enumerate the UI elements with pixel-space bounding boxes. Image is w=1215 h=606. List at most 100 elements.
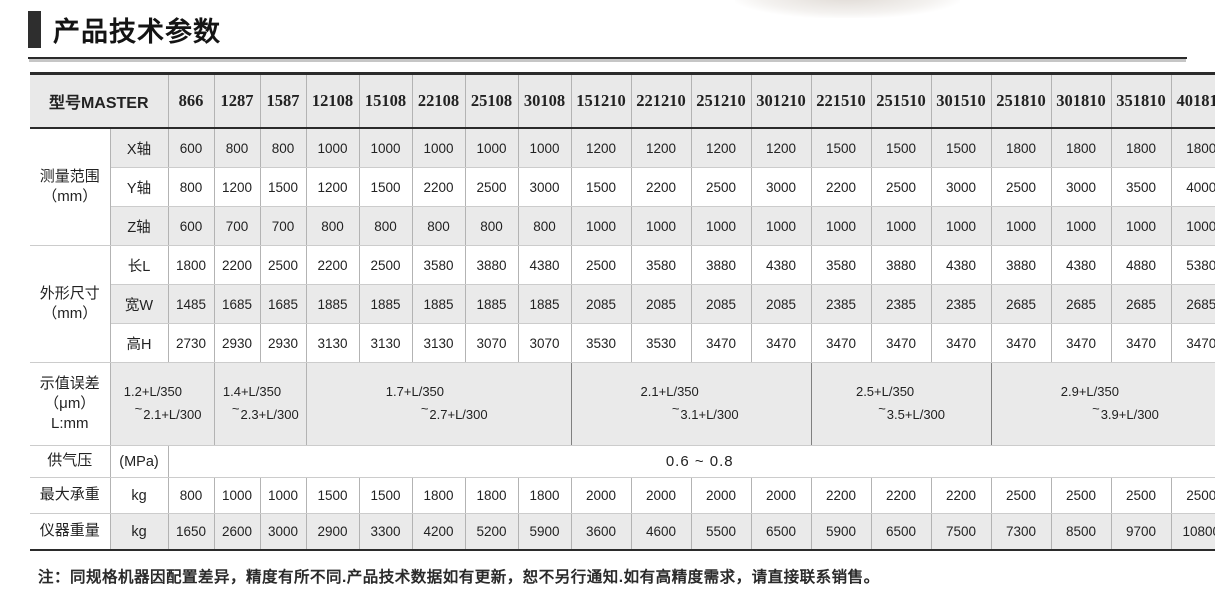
spec-cell: 800 [358, 206, 413, 246]
spec-cell: 1000 [1110, 206, 1172, 246]
spec-cell: 7500 [930, 513, 992, 551]
spec-cell: 3470 [1050, 323, 1112, 363]
spec-cell: 2200 [810, 167, 872, 207]
spec-cell: 4600 [630, 513, 692, 551]
spec-cell: 3880 [690, 245, 752, 285]
table-header-row: 型号MASTER 866 1287 1587 12108 15108 22108 25108 3… [30, 73, 1215, 129]
row-label: 高H [110, 323, 169, 363]
spec-cell: 1200 [305, 167, 360, 207]
spec-cell: 3580 [411, 245, 466, 285]
spec-cell: 3070 [464, 323, 519, 363]
spec-cell: 3470 [990, 323, 1052, 363]
table-row-measuring-range-2: Z轴 600 700 700 800 800 800 800 800 1000 1000 1000 10… [30, 206, 1215, 246]
spec-cell: 3470 [690, 323, 752, 363]
spec-cell: 2500 [570, 245, 632, 285]
spec-cell: 1885 [517, 284, 572, 324]
spec-cell: 700 [213, 206, 261, 246]
spec-cell: 2000 [630, 477, 692, 514]
spec-cell: 3470 [930, 323, 992, 363]
page-title: 产品技术参数 [53, 17, 221, 47]
model-header-cell: 22108 [411, 73, 466, 129]
spec-cell: 3300 [358, 513, 413, 551]
spec-cell: 1000 [570, 206, 632, 246]
model-header-cell: 25108 [464, 73, 519, 129]
spec-cell: 2000 [750, 477, 812, 514]
spec-cell: 800 [167, 477, 215, 514]
spec-cell: 1800 [1110, 127, 1172, 168]
spec-cell: 600 [167, 127, 215, 168]
spec-cell: 700 [259, 206, 307, 246]
spec-cell: 1800 [464, 477, 519, 514]
spec-cell: 2385 [810, 284, 872, 324]
spec-cell: 1685 [213, 284, 261, 324]
spec-cell: 3580 [810, 245, 872, 285]
spec-cell: 1000 [690, 206, 752, 246]
model-column-label: 型号MASTER [30, 73, 169, 129]
spec-cell: 1885 [411, 284, 466, 324]
spec-cell: 5900 [517, 513, 572, 551]
row-unit: kg [109, 513, 169, 551]
spec-cell: 3130 [305, 323, 360, 363]
table-row-dimensions-0: 外形尺寸 （mm） 长L 1800 2200 2500 2200 2500 3580 3880 43… [30, 245, 1215, 363]
spec-cell: 2500 [1110, 477, 1172, 514]
spec-cell: 1200 [630, 127, 692, 168]
spec-cell: 1485 [167, 284, 215, 324]
table-row-max-load: 最大承重 kg 800 1000 1000 1500 1500 1800 1800 1800 200… [30, 477, 1215, 514]
spec-cell: 1000 [517, 127, 572, 168]
title-accent-bar [28, 11, 41, 48]
spec-cell: 2085 [630, 284, 692, 324]
spec-cell: 3880 [464, 245, 519, 285]
spec-cell: 1000 [305, 127, 360, 168]
group-label-indication-error: 示值误差 （μm） L:mm [30, 362, 111, 446]
spec-cell: 1500 [930, 127, 992, 168]
spec-cell: 2500 [990, 477, 1052, 514]
spec-cell: 1000 [750, 206, 812, 246]
spec-cell: 3580 [630, 245, 692, 285]
spec-cell: 1885 [305, 284, 360, 324]
spec-cell: 3000 [750, 167, 812, 207]
spec-cell: 1000 [630, 206, 692, 246]
spec-cell: 3000 [259, 513, 307, 551]
spec-cell: 2200 [810, 477, 872, 514]
spec-cell: 2200 [870, 477, 932, 514]
spec-cell: 2200 [930, 477, 992, 514]
spec-cell: 5200 [464, 513, 519, 551]
spec-cell: 3130 [358, 323, 413, 363]
spec-cell: 1800 [990, 127, 1052, 168]
spec-cell: 4380 [750, 245, 812, 285]
row-label: Z轴 [110, 206, 169, 246]
spec-cell: 3070 [517, 323, 572, 363]
spec-cell: 2085 [750, 284, 812, 324]
spec-cell: 1000 [358, 127, 413, 168]
model-header-cell: 251510 [870, 73, 932, 129]
spec-cell: 1500 [570, 167, 632, 207]
spec-cell: 1885 [464, 284, 519, 324]
spec-cell: 800 [167, 167, 215, 207]
error-range-cell: 2.5+L/350 ~3.5+L/300 [810, 362, 992, 446]
spec-cell: 2200 [630, 167, 692, 207]
spec-cell: 6500 [870, 513, 932, 551]
spec-cell: 2385 [870, 284, 932, 324]
spec-cell: 1650 [167, 513, 215, 551]
model-header-cell: 30108 [517, 73, 572, 129]
spec-cell: 1800 [411, 477, 466, 514]
spec-cell: 4380 [1050, 245, 1112, 285]
spec-cell: 1800 [1050, 127, 1112, 168]
spec-cell: 4000 [1170, 167, 1215, 207]
table-row-dimensions-2: 高H 2730 2930 2930 3130 3130 3130 3070 3070 3530 35… [30, 323, 1215, 363]
spec-cell: 1500 [305, 477, 360, 514]
group-label-weight: 仪器重量 [30, 513, 111, 551]
model-header-cell: 251810 [990, 73, 1052, 129]
group-label-max-load: 最大承重 [30, 477, 111, 514]
spec-cell: 1000 [930, 206, 992, 246]
row-label: 长L [109, 245, 169, 285]
spec-cell: 2685 [990, 284, 1052, 324]
spec-cell: 1000 [411, 127, 466, 168]
spec-cell: 3530 [630, 323, 692, 363]
table-row-air-pressure: 供气压 (MPa) 0.6 ~ 0.8 [30, 445, 1215, 478]
table-row-indication-error: 示值误差 （μm） L:mm 1.2+L/350 ~2.1+L/300 1.4+L/350… [30, 362, 1215, 446]
spec-cell: 3470 [1110, 323, 1172, 363]
group-label-dimensions: 外形尺寸 （mm） [30, 245, 111, 363]
spec-cell: 1000 [259, 477, 307, 514]
spec-cell: 1500 [358, 167, 413, 207]
